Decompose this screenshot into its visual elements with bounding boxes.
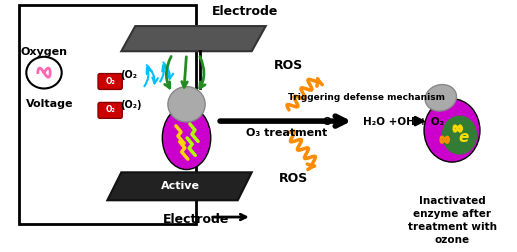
Text: Active: Active: [160, 181, 200, 191]
Text: H₂O +OH + O₂: H₂O +OH + O₂: [362, 117, 444, 127]
Text: Electrode: Electrode: [212, 5, 278, 18]
Text: (O₂: (O₂: [120, 70, 138, 80]
FancyBboxPatch shape: [98, 103, 122, 118]
Polygon shape: [108, 172, 252, 200]
FancyBboxPatch shape: [98, 74, 122, 89]
Ellipse shape: [442, 115, 477, 155]
Ellipse shape: [162, 106, 211, 170]
Text: Voltage: Voltage: [26, 99, 73, 109]
Text: O₂: O₂: [105, 105, 115, 114]
Polygon shape: [121, 26, 266, 51]
Text: (O₂): (O₂): [120, 100, 142, 110]
Ellipse shape: [425, 85, 457, 111]
Text: O₂: O₂: [105, 77, 115, 85]
Text: ROS: ROS: [279, 172, 308, 185]
Text: Oxygen: Oxygen: [21, 47, 68, 57]
Ellipse shape: [424, 99, 480, 162]
Text: e: e: [458, 130, 468, 145]
Text: O: O: [322, 117, 331, 127]
Bar: [19, 5, 196, 224]
Text: Triggering defense mechanism: Triggering defense mechanism: [288, 93, 445, 102]
Ellipse shape: [26, 57, 62, 88]
Ellipse shape: [168, 87, 205, 122]
Text: ROS: ROS: [275, 59, 303, 72]
Text: Electrode: Electrode: [163, 213, 229, 226]
Text: O₃ treatment: O₃ treatment: [246, 128, 327, 138]
Text: Inactivated
enzyme after
treatment with
ozone: Inactivated enzyme after treatment with …: [407, 196, 496, 245]
